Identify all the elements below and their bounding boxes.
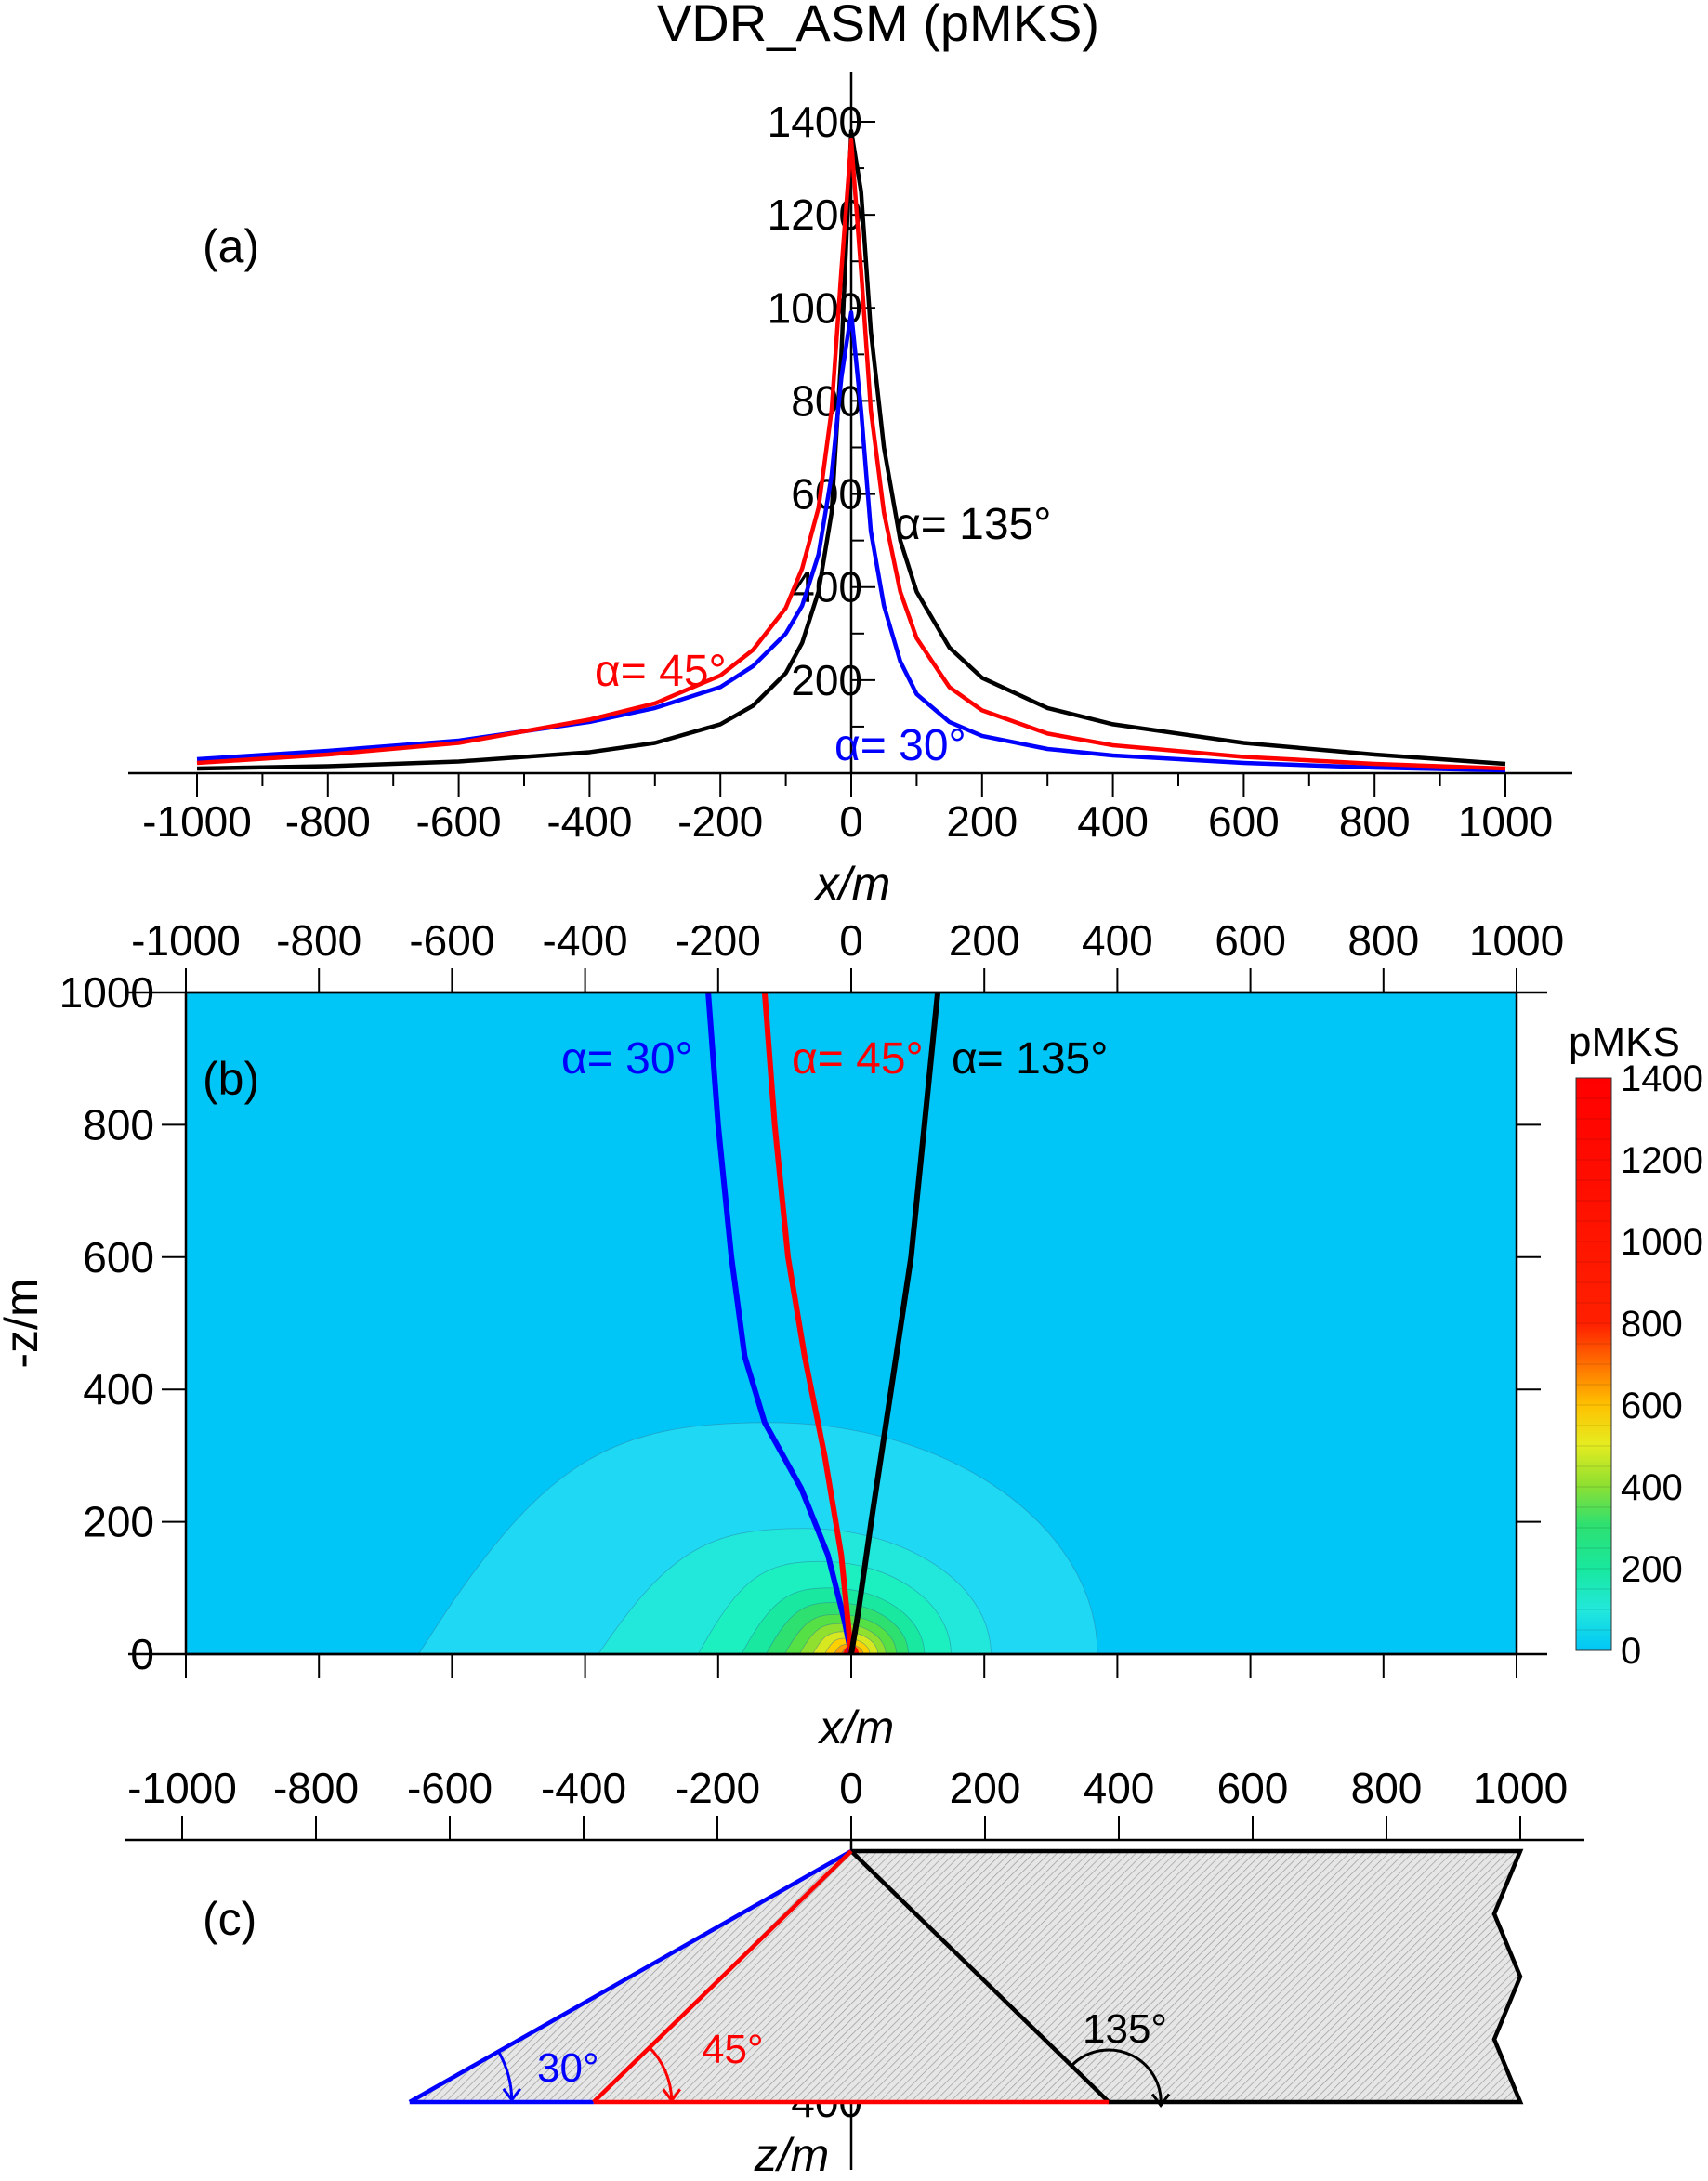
panel-c-ylabel: z/m [754,2129,830,2181]
colorbar-tick-label: 1200 [1621,1140,1703,1181]
colorbar-gradient [1576,1078,1611,1650]
panel-c-x-tick-label: -400 [541,1764,626,1812]
panel-a: (a) -1000 -800 -600 -400 -200 0 200 400 600 800 10… [128,72,1572,910]
angle-arc-30-arrow [502,2087,521,2103]
panel-b-series-line [761,992,854,1654]
panel-b-y-tick-label: 400 [83,1365,154,1413]
angle-arc-45-arrow [662,2088,681,2103]
panel-b-colorbar: pMKS 0 200 400 600 800 1000 1200 1400 [1569,1019,1703,1672]
panel-c-angle-45: 45° [702,2027,764,2072]
panel-a-y-tick-label: 1000 [768,283,862,332]
panel-b: -1000 -800 -600 -400 -200 0 200 400 600 800 1000 0 2… [0,916,1703,1754]
panel-b-heatmap [186,992,1517,1654]
panel-a-x-tick-label: -800 [285,797,371,846]
panel-c-x-tick-label: -1000 [127,1764,237,1812]
panel-a-annotation-30: α= 30° [834,721,966,770]
wedge-45-edge [592,1849,853,2104]
panel-c-x-tick-label: -800 [273,1764,359,1812]
panel-c-wedges [408,1848,1524,2109]
panel-b-annotation-30: α= 30° [561,1034,693,1084]
panel-b-x-tick-label: 400 [1082,916,1153,965]
panel-c-x-tick-label: 800 [1351,1764,1423,1812]
colorbar-tick-label: 600 [1621,1386,1683,1426]
panel-b-x-tick-label: 600 [1215,916,1286,965]
panel-a-x-tick-label: 0 [839,797,863,846]
panel-b-annotation-45: α= 45° [792,1034,924,1084]
panel-a-series-line [196,138,1506,771]
panel-b-x-tick-label: 800 [1347,916,1419,965]
panel-a-series [196,128,1506,773]
panel-a-annotation-45: α= 45° [595,647,727,696]
panel-c-x-tick-label: -600 [407,1764,493,1812]
panel-a-x-tick-label: -200 [677,797,763,846]
colorbar-tick-label: 0 [1621,1631,1641,1672]
panel-a-annotation-135: α= 135° [895,500,1051,549]
panel-b-axes: -1000 -800 -600 -400 -200 0 200 400 600 800 1000 0 2… [59,916,1564,1678]
panel-a-y-tick-label: 1400 [768,98,862,146]
wedge-135-outline [849,1848,1524,2105]
panel-b-x-tick-label: 1000 [1469,916,1564,965]
panel-a-x-tick-label: -400 [546,797,632,846]
panel-c-x-tick-label: 0 [839,1764,863,1812]
colorbar-tick-label: 400 [1621,1467,1683,1508]
colorbar-title: pMKS [1569,1019,1680,1065]
panel-b-x-tick-label: -800 [276,916,361,965]
colorbar-frame [1575,1077,1612,1651]
panel-b-series [705,992,941,1654]
panel-a-x-tick-label: -600 [416,797,502,846]
figure-title: VDR_ASM (pMKS) [657,0,1099,52]
panel-b-xlabel: x/m [818,1701,895,1754]
panel-c-x-tick-label: -200 [675,1764,760,1812]
angle-arc-135 [1071,2048,1163,2106]
panel-b-annotation-135: α= 135° [952,1034,1108,1084]
panel-a-x-tick-label: 800 [1339,797,1411,846]
panel-a-x-tick-label: -1000 [142,797,252,846]
panel-b-x-tick-label: -400 [543,916,628,965]
angle-arc-30 [496,2050,514,2100]
panel-c-x-tick-label: 400 [1084,1764,1155,1812]
panel-a-x-tick-label: 400 [1077,797,1149,846]
colorbar-tick-label: 1400 [1621,1058,1703,1099]
panel-a-x-tick-label: 200 [946,797,1018,846]
panel-c-x-tick-label: 1000 [1473,1764,1568,1812]
panel-b-series-line [848,992,941,1654]
panel-b-x-tick-label: -1000 [131,916,241,965]
panel-c: -1000-800-600-400-2000200400600800100020… [125,1764,1584,2181]
panel-c-x-tick-label: 600 [1217,1764,1289,1812]
panel-b-y-tick-label: 1000 [59,968,154,1017]
panel-b-x-tick-label: 0 [839,916,863,965]
colorbar-tick-label: 1000 [1621,1222,1703,1263]
panel-b-y-tick-label: 0 [130,1630,154,1678]
panel-b-ylabel: -z/m [0,1278,47,1368]
panel-b-x-tick-label: 200 [949,916,1020,965]
wedge-30-edge [408,1849,853,2104]
panel-b-x-tick-label: -600 [409,916,494,965]
panel-a-series-line [196,128,1506,771]
angle-arc-45 [648,2045,674,2101]
panel-c-x-tick-label: 200 [950,1764,1021,1812]
panel-a-label: (a) [203,220,259,272]
panel-b-x-tick-label: -200 [676,916,761,965]
panel-b-label: (b) [203,1053,259,1105]
panel-a-xlabel: x/m [814,858,891,910]
angle-arc-135-arrow [1150,2093,1171,2109]
panel-b-series-line [705,992,854,1654]
panel-c-label: (c) [203,1893,256,1945]
panel-a-x-tick-label: 600 [1208,797,1280,846]
colorbar-tick-label: 800 [1621,1304,1683,1345]
wedge-135-fill [851,1851,1520,2102]
panel-a-y-tick-label: 200 [791,656,862,704]
panel-a-y-tick-label: 800 [791,376,862,425]
wedge-30-fill [409,1851,1110,2102]
panel-b-y-tick-label: 800 [83,1100,154,1149]
panel-c-angle-30: 30° [537,2045,599,2091]
panel-b-y-tick-label: 600 [83,1233,154,1281]
panel-a-axes: -1000 -800 -600 -400 -200 0 200 400 600 800 1000 20… [128,72,1572,846]
panel-b-y-tick-label: 200 [83,1498,154,1546]
panel-c-angle-135: 135° [1083,2006,1167,2052]
colorbar-tick-label: 200 [1621,1549,1683,1590]
panel-a-series-line [196,310,1506,773]
panel-a-x-tick-label: 1000 [1458,797,1553,846]
